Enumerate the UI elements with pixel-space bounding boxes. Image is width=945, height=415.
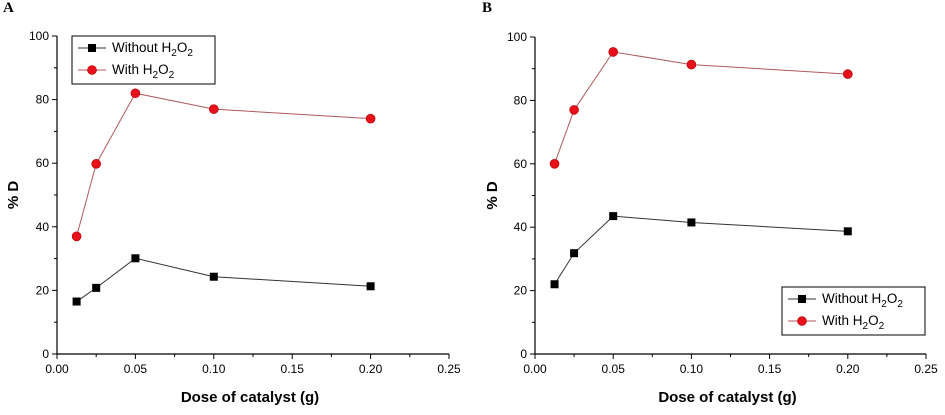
- x-tick-label: 0.05: [124, 362, 148, 376]
- data-point: [608, 47, 619, 57]
- y-tick-label: 40: [514, 220, 528, 234]
- data-point: [842, 69, 853, 79]
- x-tick-label: 0.00: [523, 362, 547, 376]
- y-axis-title: % D: [484, 181, 501, 210]
- legend-entry: With H2O2: [822, 313, 885, 332]
- x-tick-label: 0.00: [45, 362, 69, 376]
- y-tick-label: 80: [514, 93, 528, 107]
- series-line: [76, 257, 371, 302]
- x-tick-label: 0.25: [437, 362, 461, 376]
- x-tick-label: 0.20: [836, 362, 860, 376]
- x-tick-label: 0.10: [202, 362, 226, 376]
- series-line: [554, 215, 848, 285]
- data-point: [569, 105, 579, 115]
- chart-panel-a: A 0.00 0.05 0.10 0.15 0.20 0.25 0 20 40 60 80 100 Dos…: [3, 0, 461, 406]
- legend-entry: With H2O2: [112, 62, 175, 81]
- legend-entry: Without H2O2: [112, 40, 193, 59]
- x-axis-title: Dose of catalyst (g): [658, 389, 796, 406]
- data-point: [843, 227, 852, 236]
- y-tick-label: 0: [42, 347, 49, 361]
- y-tick-label: 20: [514, 284, 528, 298]
- x-tick-label: 0.15: [281, 362, 305, 376]
- legend-marker: [797, 316, 807, 326]
- x-tick-label: 0.20: [359, 362, 383, 376]
- y-tick-label: 60: [36, 156, 50, 170]
- x-tick-label: 0.10: [680, 362, 704, 376]
- data-point: [570, 249, 579, 258]
- x-tick-label: 0.25: [914, 362, 938, 376]
- series-line: [76, 92, 371, 237]
- chart-panel-b: B 0.00 0.05 0.10 0.15 0.20 0.25 0 20 40 60 80 100 Dos…: [482, 0, 938, 406]
- legend-marker: [87, 65, 97, 75]
- x-tick-label: 0.15: [758, 362, 782, 376]
- data-point: [686, 59, 697, 70]
- data-point: [365, 113, 376, 124]
- y-tick-label: 100: [507, 30, 527, 44]
- panel-label: A: [3, 0, 14, 16]
- series-with-h2o2: [71, 88, 376, 242]
- x-tick-label: 0.05: [602, 362, 626, 376]
- data-point: [549, 159, 560, 169]
- y-tick-label: 0: [520, 347, 527, 361]
- data-point: [550, 280, 559, 289]
- panel-label: B: [482, 0, 492, 16]
- data-point: [130, 88, 141, 99]
- legend: Without H2O2 With H2O2: [781, 286, 926, 336]
- series-with-h2o2: [549, 47, 853, 169]
- y-tick-label: 100: [29, 29, 49, 43]
- series-without-h2o2: [72, 254, 375, 306]
- legend-marker: [798, 295, 806, 303]
- series-without-h2o2: [550, 212, 852, 289]
- legend: Without H2O2 With H2O2: [71, 35, 216, 85]
- data-point: [72, 297, 81, 306]
- data-point: [687, 218, 696, 227]
- y-tick-label: 40: [36, 220, 50, 234]
- y-tick-label: 20: [36, 283, 50, 297]
- y-axis-title: % D: [5, 181, 22, 210]
- series-line: [554, 51, 848, 164]
- data-point: [91, 159, 101, 169]
- data-point: [209, 104, 219, 114]
- data-point: [609, 212, 618, 221]
- data-point: [131, 254, 140, 263]
- data-point: [92, 283, 101, 292]
- data-point: [366, 282, 375, 291]
- legend-entry: Without H2O2: [822, 291, 903, 310]
- legend-marker: [88, 44, 96, 52]
- y-tick-label: 80: [36, 93, 50, 107]
- y-tick-label: 60: [514, 157, 528, 171]
- x-axis-title: Dose of catalyst (g): [181, 389, 319, 406]
- data-point: [209, 272, 218, 281]
- data-point: [71, 231, 82, 242]
